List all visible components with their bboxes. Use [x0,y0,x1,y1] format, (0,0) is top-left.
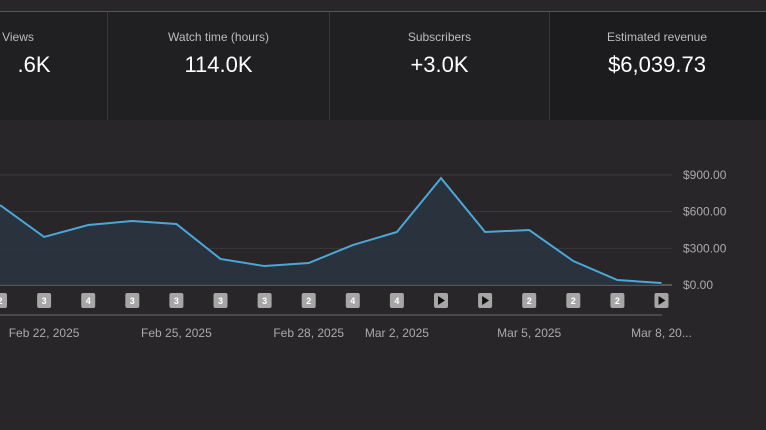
upload-count-marker [213,293,228,308]
marker-count: 3 [174,296,179,306]
upload-count-marker [301,293,316,308]
marker-count: 2 [527,296,532,306]
upload-count-marker [169,293,184,308]
upload-count-marker [566,293,581,308]
metric-value: 114.0K [184,52,253,77]
metric-card-revenue[interactable]: Estimated revenue $6,039.73 [550,12,766,120]
x-tick-label: Mar 2, 2025 [365,326,429,340]
marker-count: 4 [350,296,355,306]
marker-count: 2 [571,296,576,306]
marker-count: 2 [0,296,3,306]
upload-count-marker [389,293,404,308]
upload-count-marker [0,293,7,308]
play-icon [658,296,666,305]
marker-count: 4 [86,296,91,306]
metric-value: .6K [17,52,51,77]
metric-card-subscribers[interactable]: Subscribers +3.0K [330,12,550,120]
upload-count-marker [125,293,140,308]
marker-count: 2 [306,296,311,306]
x-tick-label: Feb 22, 2025 [9,326,80,340]
metric-card-views[interactable]: Views .6K [0,12,108,120]
metric-label: Watch time (hours) [168,30,269,44]
marker-count: 3 [262,296,267,306]
upload-count-marker [610,293,625,308]
upload-count-marker [81,293,96,308]
series-line [0,176,662,285]
play-icon [438,296,445,305]
y-tick-label: $900.00 [683,168,727,182]
play-icon [482,296,490,305]
x-tick-label: Mar 5, 2025 [497,326,561,340]
top-divider [0,11,766,12]
y-tick-label: $0.00 [683,278,713,292]
marker-count: 3 [218,296,223,306]
y-tick-label: $600.00 [683,205,727,219]
metric-label: Views [2,30,34,44]
upload-count-marker [257,293,272,308]
x-tick-label: Feb 25, 2025 [141,326,212,340]
upload-count-marker [345,293,360,308]
marker-count: 3 [42,296,47,306]
marker-count: 4 [394,296,399,306]
area-fill [0,178,662,285]
marker-count: 3 [130,296,135,306]
metric-value: +3.0K [410,52,469,77]
metric-label: Estimated revenue [606,30,708,44]
x-tick-label: Mar 8, 20... [631,326,692,340]
metric-card-watch-time[interactable]: Watch time (hours) 114.0K [108,12,330,120]
marker-count: 2 [615,296,620,306]
upload-count-marker [522,293,537,308]
y-tick-label: $300.00 [683,241,727,255]
metric-value: $6,039.73 [608,52,706,77]
upload-count-marker [37,293,52,308]
x-tick-label: Feb 28, 2025 [273,326,344,340]
metric-label: Subscribers [407,30,472,44]
